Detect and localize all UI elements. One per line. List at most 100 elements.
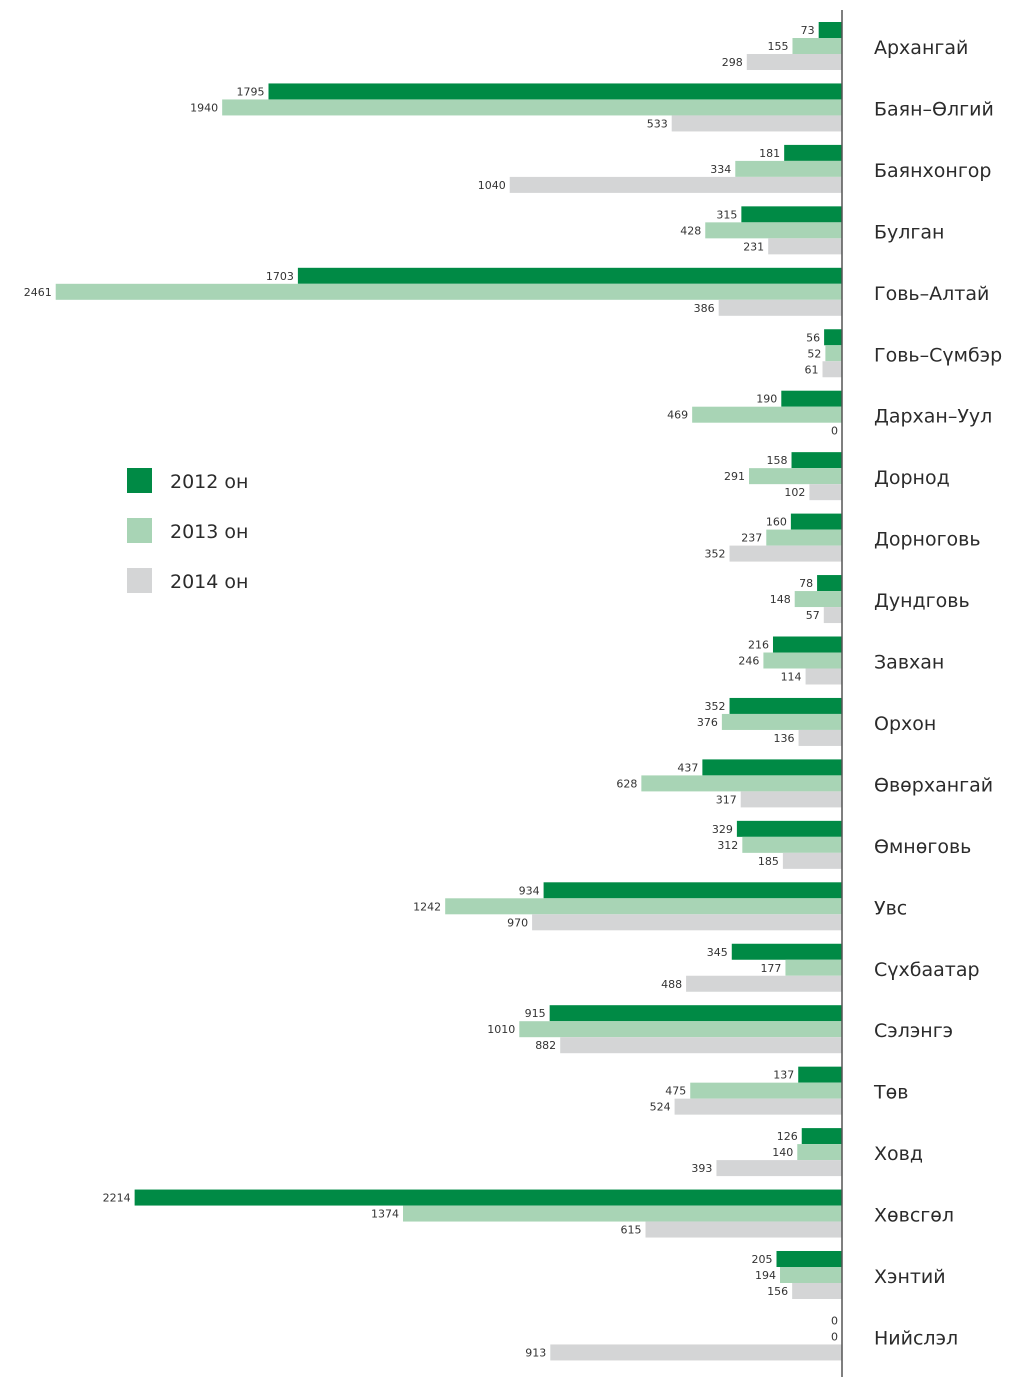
- value-label: 2461: [24, 286, 52, 299]
- bar-2-21: [780, 1267, 842, 1283]
- bar-3-2: [671, 115, 842, 132]
- bar-1-7: [781, 390, 842, 407]
- category-label: Говь–Сүмбэр: [874, 344, 1002, 366]
- bar-2-6: [825, 345, 842, 362]
- bar-1-6: [824, 329, 842, 346]
- value-label: 475: [665, 1085, 686, 1098]
- value-label: 0: [831, 425, 838, 438]
- bar-2-20: [403, 1205, 842, 1222]
- value-label: 315: [716, 208, 737, 221]
- bar-3-21: [792, 1283, 842, 1299]
- bar-2-18: [690, 1082, 842, 1099]
- bar-1-2: [268, 83, 842, 100]
- value-label: 57: [806, 609, 820, 622]
- category-label: Баянхонгор: [874, 160, 992, 182]
- bar-2-17: [519, 1021, 842, 1038]
- bar-2-2: [222, 99, 843, 116]
- bar-1-10: [817, 575, 842, 592]
- value-label: 246: [738, 655, 759, 668]
- bar-2-12: [721, 713, 842, 730]
- bar-1-20: [134, 1189, 842, 1206]
- category-label: Нийслэл: [874, 1327, 958, 1349]
- bar-3-1: [746, 54, 842, 70]
- value-label: 126: [777, 1130, 798, 1143]
- value-label: 61: [805, 363, 819, 376]
- bar-3-19: [716, 1160, 842, 1177]
- value-label: 329: [712, 823, 733, 836]
- category-label: Төв: [873, 1082, 908, 1104]
- category-label: Архангай: [874, 37, 968, 59]
- value-label: 137: [773, 1069, 794, 1082]
- value-label: 882: [535, 1039, 556, 1052]
- bar-3-13: [740, 791, 842, 808]
- value-label: 1242: [413, 900, 441, 913]
- bar-1-3: [784, 144, 842, 161]
- value-label: 156: [767, 1285, 788, 1298]
- value-label: 345: [707, 946, 728, 959]
- value-label: 78: [799, 577, 813, 590]
- value-label: 148: [770, 593, 791, 606]
- value-label: 533: [647, 117, 668, 130]
- bar-3-8: [809, 484, 842, 501]
- bar-1-5: [297, 267, 843, 284]
- value-label: 73: [801, 24, 815, 37]
- bar-1-14: [736, 820, 842, 837]
- bar-2-13: [641, 775, 842, 792]
- category-label: Дундговь: [874, 590, 970, 612]
- value-label: 114: [781, 671, 802, 684]
- category-label: Сэлэнгэ: [874, 1020, 953, 1042]
- bar-3-9: [729, 545, 842, 562]
- bar-3-4: [768, 238, 842, 255]
- category-labels-layer: Архангай Баян–Өлгий Баянхонгор Булган Говь–А…: [873, 37, 1002, 1349]
- value-label: 231: [743, 240, 764, 253]
- bar-2-15: [445, 898, 842, 915]
- bar-3-5: [718, 299, 842, 316]
- value-label: 334: [710, 163, 731, 176]
- value-label: 52: [807, 347, 821, 360]
- value-label: 102: [784, 486, 805, 499]
- value-label: 1795: [236, 85, 264, 98]
- value-label: 158: [767, 454, 788, 467]
- category-label: Сүхбаатар: [874, 959, 980, 981]
- category-label: Дорнод: [874, 467, 950, 489]
- bar-1-19: [801, 1128, 842, 1145]
- bar-3-22: [550, 1344, 842, 1361]
- category-label: Завхан: [874, 652, 944, 674]
- value-label: 437: [677, 761, 698, 774]
- value-label: 628: [616, 777, 637, 790]
- value-label: 352: [705, 548, 726, 561]
- bar-2-14: [742, 836, 842, 853]
- value-label: 185: [758, 855, 779, 868]
- value-label: 376: [697, 716, 718, 729]
- value-label: 298: [722, 56, 743, 69]
- bar-2-16: [785, 959, 842, 976]
- value-label: 177: [760, 962, 781, 975]
- value-label: 160: [766, 516, 787, 529]
- legend-swatch-3: [127, 568, 152, 593]
- legend-label-1: 2012 он: [170, 471, 248, 493]
- bar-2-1: [792, 38, 842, 54]
- bar-1-16: [731, 943, 842, 960]
- bar-3-18: [674, 1098, 842, 1115]
- bar-1-4: [741, 206, 842, 223]
- bar-2-3: [735, 160, 842, 177]
- value-label: 317: [716, 793, 737, 806]
- value-label: 1374: [371, 1208, 399, 1221]
- value-label: 934: [519, 884, 540, 897]
- bar-3-10: [823, 607, 842, 624]
- value-label: 524: [650, 1101, 671, 1114]
- legend-label-2: 2013 он: [170, 521, 248, 543]
- bar-3-16: [686, 975, 842, 992]
- bar-3-11: [805, 668, 842, 685]
- category-label: Хэнтий: [874, 1266, 946, 1288]
- bar-2-10: [794, 591, 842, 608]
- value-label: 970: [507, 916, 528, 929]
- bars-layer: [55, 22, 843, 1361]
- value-label: 194: [755, 1269, 776, 1282]
- value-label: 913: [525, 1346, 546, 1359]
- value-label: 428: [680, 224, 701, 237]
- category-label: Өвөрхангай: [874, 774, 993, 796]
- bar-3-15: [532, 914, 842, 931]
- category-label: Булган: [874, 221, 944, 243]
